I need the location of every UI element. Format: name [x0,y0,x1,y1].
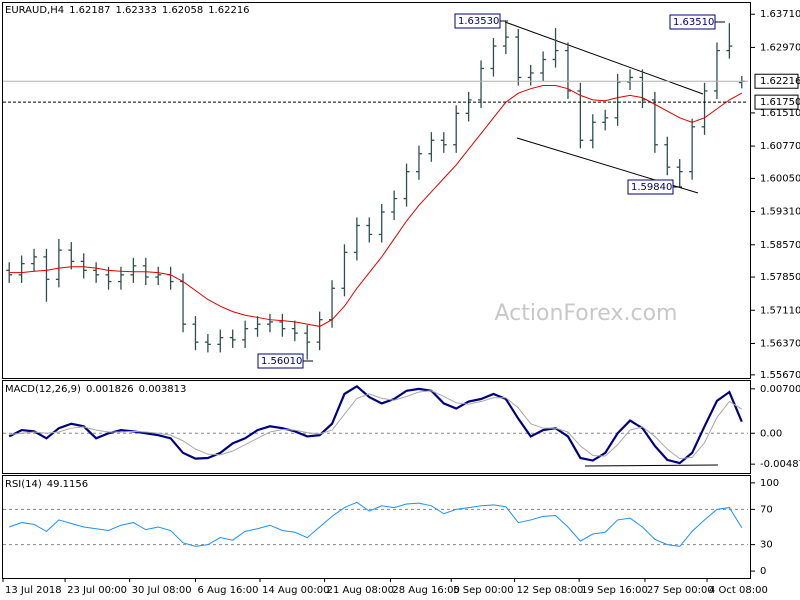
y-tick-label: 1.62970 [760,42,800,53]
price-label: 1.62216 [760,76,800,87]
y-tick-label: 70 [760,504,773,515]
annotation-box [669,14,716,30]
price-label-box [754,94,799,110]
annotation: 1.63530 [458,16,499,27]
x-tick-label: 13 Jul 2018 [5,585,62,596]
macd-panel [2,380,751,474]
header-item: 1.62187 [69,5,110,16]
y-tick-label: 30 [760,540,773,551]
price-label-box [754,73,799,89]
y-tick-label: 0.007003 [760,384,800,395]
indicator-line [9,390,743,460]
y-tick-label: 1.58570 [760,240,800,251]
annotation-box [454,13,501,29]
watermark: ActionForex.com [495,301,678,326]
x-tick-label: 19 Sep 16:00 [581,585,648,596]
y-tick-label: 1.55670 [760,370,800,381]
y-tick-label: 1.57850 [760,272,800,283]
header-item: 0.001826 [86,384,134,395]
y-tick-label: 1.60050 [760,173,800,184]
y-tick-label: 0.00 [760,428,782,439]
rsi-panel [2,475,751,579]
panel-header: MACD(12,26,9) 0.001826 0.003813 [5,384,186,395]
annotation: 1.63510 [673,17,714,28]
y-tick-label: 100 [760,478,779,489]
header-item: 1.62333 [115,5,156,16]
x-tick-label: 28 Aug 16:00 [392,585,459,596]
header-item: 0.003813 [139,384,187,395]
annotation: 1.59840 [631,182,672,193]
panel-header: RSI(14) 49.1156 [5,479,88,490]
y-tick-label: 1.57110 [760,305,800,316]
x-tick-label: 23 Jul 00:00 [67,585,127,596]
x-tick-label: 12 Sep 08:00 [517,585,584,596]
x-tick-label: 21 Aug 08:00 [327,585,394,596]
annotation-box [627,179,674,195]
y-tick-label: 0 [760,566,766,577]
header-item: 1.62058 [162,5,203,16]
indicator-line [9,501,743,547]
x-tick-label: 4 Oct 08:00 [709,585,768,596]
trendline [504,21,704,95]
x-tick-label: 5 Sep 00:00 [453,585,513,596]
x-tick-label: 30 Jul 08:00 [132,585,192,596]
divergence-line [584,464,719,467]
header-item: MACD(12,26,9) [5,384,81,395]
x-tick-label: 6 Aug 16:00 [197,585,258,596]
y-tick-label: -0.004873 [760,459,800,470]
y-tick-label: 1.63710 [760,9,800,20]
price-panel [2,2,751,379]
x-tick-label: 27 Sep 00:00 [647,585,714,596]
y-tick-label: 1.56370 [760,338,800,349]
annotation: 1.56010 [261,356,302,367]
price-label: 1.61750 [760,97,800,108]
header-item: 1.62216 [208,5,249,16]
header-item: EURAUD,H4 [5,5,64,16]
x-tick-label: 14 Aug 00:00 [262,585,329,596]
moving-average [9,85,743,327]
y-tick-label: 1.61510 [760,108,800,119]
header-item: RSI(14) [5,479,42,490]
y-tick-label: 1.59310 [760,207,800,218]
y-tick-label: 1.60770 [760,141,800,152]
annotation-box [257,353,304,369]
header-item: 49.1156 [47,479,88,490]
panel-header: EURAUD,H4 1.62187 1.62333 1.62058 1.62216 [5,5,250,16]
